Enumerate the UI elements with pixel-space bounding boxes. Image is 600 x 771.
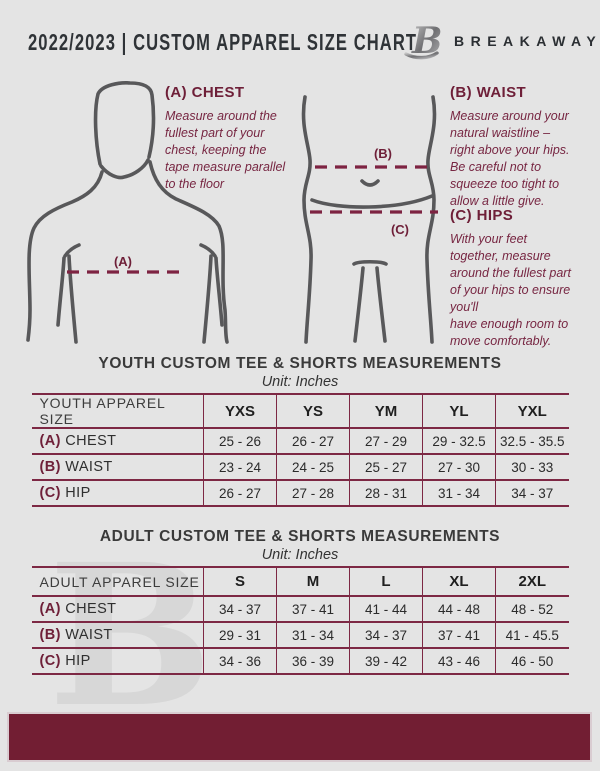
cell-value: 46 - 50 <box>495 647 569 675</box>
size-header-m: M <box>276 566 350 596</box>
cell-value: 27 - 30 <box>422 453 496 480</box>
cell-value: 29 - 32.5 <box>422 427 496 454</box>
row-label-text: WAIST <box>65 627 113 643</box>
youth-waist-row: (B) WAIST 23 - 24 24 - 25 25 - 27 27 - 3… <box>31 453 569 480</box>
chest-guide-heading: (A) CHEST <box>165 84 245 101</box>
size-header-ys: YS <box>276 393 350 428</box>
youth-hip-row: (C) HIP 26 - 27 27 - 28 28 - 31 31 - 34 … <box>31 479 569 507</box>
adult-waist-row: (B) WAIST 29 - 31 31 - 34 34 - 37 37 - 4… <box>31 621 569 648</box>
cell-value: 32.5 - 35.5 <box>495 427 569 454</box>
youth-size-column-header: YOUTH APPAREL SIZE <box>31 393 204 428</box>
cell-value: 37 - 41 <box>276 595 350 622</box>
hips-guide-heading: (C) HIPS <box>450 207 514 224</box>
row-prefix: (B) <box>39 627 61 643</box>
waist-guide: (B) WAIST Measure around your natural wa… <box>450 84 600 210</box>
cell-value: 43 - 46 <box>422 647 496 675</box>
cell-value: 36 - 39 <box>276 647 350 675</box>
row-prefix: (B) <box>39 459 61 475</box>
row-label-text: CHEST <box>65 433 117 449</box>
adult-size-table: ADULT APPAREL SIZE S M L XL 2XL (A) CHES… <box>31 566 569 675</box>
chest-guide-text: Measure around the fullest part of your … <box>165 109 286 191</box>
cell-value: 34 - 37 <box>349 621 423 648</box>
row-label: (C) HIP <box>31 479 204 507</box>
cell-value: 48 - 52 <box>495 595 569 622</box>
cell-value: 37 - 41 <box>422 621 496 648</box>
cell-value: 34 - 37 <box>203 595 277 622</box>
cell-value: 25 - 27 <box>349 453 423 480</box>
cell-value: 31 - 34 <box>276 621 350 648</box>
hips-guide-text: With your feet together, measure around … <box>450 232 571 348</box>
youth-table-title: YOUTH CUSTOM TEE & SHORTS MEASUREMENTS <box>98 355 502 372</box>
adult-size-column-header: ADULT APPAREL SIZE <box>31 566 204 596</box>
size-header-yxl: YXL <box>495 393 569 428</box>
size-header-xl: XL <box>422 566 496 596</box>
hips-marker-label: (C) <box>391 222 409 237</box>
waist-marker-label: (B) <box>374 146 392 161</box>
waist-guide-heading: (B) WAIST <box>450 84 527 101</box>
youth-chest-row: (A) CHEST 25 - 26 26 - 27 27 - 29 29 - 3… <box>31 427 569 454</box>
row-label-text: HIP <box>65 485 91 501</box>
upper-body-diagram: (A) <box>26 81 229 344</box>
row-prefix: (A) <box>39 601 61 617</box>
size-header-2xl: 2XL <box>495 566 569 596</box>
adult-table-unit: Unit: Inches <box>261 547 339 563</box>
breakaway-logo-icon: B <box>403 20 442 62</box>
size-header-ym: YM <box>349 393 423 428</box>
cell-value: 44 - 48 <box>422 595 496 622</box>
brand-block: B BREAKAWAY <box>402 20 600 62</box>
row-prefix: (C) <box>39 653 61 669</box>
row-prefix: (C) <box>39 485 61 501</box>
hips-guide: (C) HIPS With your feet together, measur… <box>450 207 600 350</box>
row-label-text: HIP <box>65 653 91 669</box>
cell-value: 30 - 33 <box>495 453 569 480</box>
cell-value: 26 - 27 <box>203 479 277 507</box>
cell-value: 41 - 45.5 <box>495 621 569 648</box>
adult-table-section: ADULT CUSTOM TEE & SHORTS MEASUREMENTS U… <box>0 528 600 675</box>
cell-value: 23 - 24 <box>203 453 277 480</box>
youth-header-row: YOUTH APPAREL SIZE YXS YS YM YL YXL <box>31 393 569 428</box>
adult-table-title: ADULT CUSTOM TEE & SHORTS MEASUREMENTS <box>99 528 501 545</box>
adult-chest-row: (A) CHEST 34 - 37 37 - 41 41 - 44 44 - 4… <box>31 595 569 622</box>
cell-value: 34 - 36 <box>203 647 277 675</box>
size-header-s: S <box>203 566 277 596</box>
adult-header-row: ADULT APPAREL SIZE S M L XL 2XL <box>31 566 569 596</box>
youth-table-section: YOUTH CUSTOM TEE & SHORTS MEASUREMENTS U… <box>0 355 600 507</box>
cell-value: 29 - 31 <box>203 621 277 648</box>
adult-hip-row: (C) HIP 34 - 36 36 - 39 39 - 42 43 - 46 … <box>31 647 569 675</box>
cell-value: 26 - 27 <box>276 427 350 454</box>
waist-hips-diagram: (B) (C) <box>301 95 438 344</box>
cell-value: 25 - 26 <box>203 427 277 454</box>
youth-table-unit: Unit: Inches <box>261 374 339 390</box>
footer-bar <box>7 712 592 762</box>
waist-guide-text: Measure around your natural waistline – … <box>450 109 570 208</box>
page-title: 2022/2023 | CUSTOM APPAREL SIZE CHART <box>28 29 418 55</box>
cell-value: 24 - 25 <box>276 453 350 480</box>
cell-value: 39 - 42 <box>349 647 423 675</box>
cell-value: 27 - 29 <box>349 427 423 454</box>
row-label-text: WAIST <box>65 459 113 475</box>
size-header-l: L <box>349 566 423 596</box>
cell-value: 31 - 34 <box>422 479 496 507</box>
size-header-yl: YL <box>422 393 496 428</box>
row-label: (A) CHEST <box>31 427 204 454</box>
cell-value: 27 - 28 <box>276 479 350 507</box>
row-label: (B) WAIST <box>31 621 204 648</box>
youth-size-table: YOUTH APPAREL SIZE YXS YS YM YL YXL (A) … <box>31 393 569 507</box>
size-header-yxs: YXS <box>203 393 277 428</box>
chest-guide: (A) CHEST Measure around the fullest par… <box>165 84 315 193</box>
row-label: (B) WAIST <box>31 453 204 480</box>
cell-value: 34 - 37 <box>495 479 569 507</box>
brand-name: BREAKAWAY <box>454 33 600 49</box>
row-label: (C) HIP <box>31 647 204 675</box>
row-label: (A) CHEST <box>31 595 204 622</box>
row-prefix: (A) <box>39 433 61 449</box>
cell-value: 41 - 44 <box>349 595 423 622</box>
cell-value: 28 - 31 <box>349 479 423 507</box>
row-label-text: CHEST <box>65 601 117 617</box>
chest-marker-label: (A) <box>114 254 132 269</box>
